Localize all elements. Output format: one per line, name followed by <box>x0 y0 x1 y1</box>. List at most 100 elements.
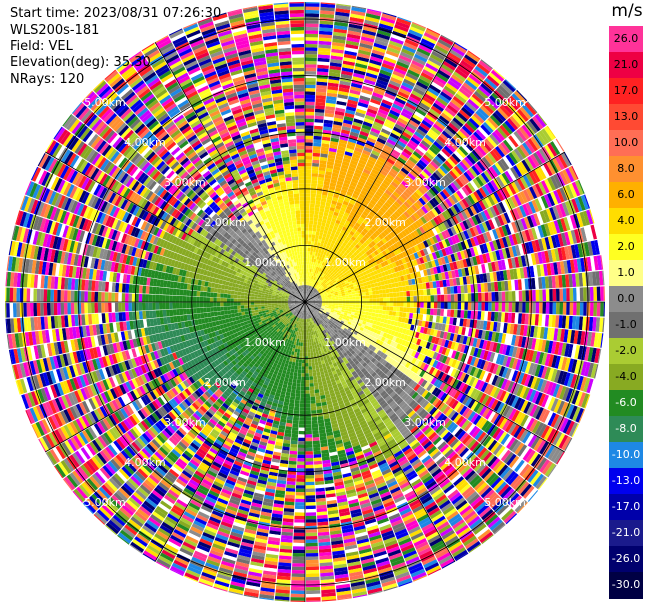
velocity-gate <box>367 159 376 166</box>
velocity-gate <box>305 115 315 119</box>
velocity-gate <box>310 286 313 290</box>
velocity-gate <box>306 295 308 299</box>
velocity-gate <box>552 288 557 302</box>
velocity-gate <box>401 48 415 57</box>
velocity-gate <box>320 6 335 12</box>
velocity-gate <box>305 3 320 7</box>
velocity-gate <box>327 157 335 163</box>
velocity-gate <box>399 311 403 318</box>
velocity-gate <box>325 252 330 257</box>
velocity-gate <box>461 302 465 310</box>
velocity-gate <box>309 278 312 283</box>
velocity-gate <box>348 308 352 312</box>
velocity-gate <box>315 259 319 264</box>
velocity-gate <box>307 275 310 279</box>
velocity-gate <box>318 235 323 240</box>
velocity-gate <box>433 302 438 309</box>
velocity-gate <box>360 36 375 43</box>
velocity-gate <box>324 174 332 179</box>
velocity-gate <box>312 152 321 157</box>
velocity-gate <box>313 139 322 144</box>
velocity-gate <box>362 121 373 128</box>
velocity-gate <box>372 309 376 313</box>
velocity-gate <box>324 177 331 183</box>
velocity-gate <box>343 119 353 125</box>
velocity-gate <box>386 302 390 307</box>
velocity-gate <box>311 268 314 273</box>
velocity-gate <box>593 302 598 317</box>
velocity-gate <box>332 41 345 47</box>
velocity-gate <box>315 281 318 285</box>
velocity-gate <box>338 232 344 238</box>
velocity-gate <box>321 143 330 148</box>
velocity-gate <box>314 262 318 267</box>
velocity-gate <box>430 288 434 295</box>
velocity-gate <box>309 271 312 276</box>
velocity-gate <box>362 292 366 296</box>
velocity-gate <box>437 38 452 49</box>
velocity-gate <box>330 221 336 226</box>
velocity-gate <box>319 232 324 237</box>
velocity-gate <box>337 94 348 100</box>
velocity-gate <box>307 271 310 276</box>
velocity-gate <box>312 227 317 232</box>
velocity-gate <box>331 218 337 223</box>
velocity-gate <box>401 81 414 90</box>
velocity-gate <box>352 299 356 302</box>
velocity-gate <box>426 308 431 315</box>
velocity-gate <box>315 266 319 271</box>
velocity-gate <box>325 102 336 108</box>
velocity-gate <box>339 221 345 227</box>
velocity-gate <box>365 162 374 169</box>
velocity-gate <box>331 175 338 181</box>
velocity-gate <box>308 278 310 283</box>
velocity-gate <box>345 40 360 46</box>
velocity-gate <box>589 286 594 301</box>
velocity-gate <box>338 87 350 93</box>
velocity-gate <box>398 286 403 292</box>
velocity-gate <box>305 57 317 62</box>
velocity-gate <box>321 222 326 227</box>
velocity-gate <box>333 211 339 217</box>
velocity-gate <box>355 296 360 300</box>
velocity-gate <box>410 23 426 32</box>
velocity-gate <box>535 302 540 314</box>
velocity-gate <box>305 145 313 150</box>
velocity-gate <box>393 67 407 76</box>
velocity-gate <box>313 272 316 277</box>
velocity-gate <box>397 16 412 23</box>
velocity-gate <box>359 299 363 302</box>
velocity-gate <box>336 216 342 222</box>
velocity-gate <box>360 174 368 181</box>
velocity-gate <box>440 34 454 43</box>
velocity-gate <box>307 278 309 282</box>
velocity-gate <box>330 179 338 184</box>
velocity-gate <box>305 139 313 143</box>
velocity-gate <box>406 307 411 313</box>
velocity-gate <box>323 123 333 128</box>
velocity-gate <box>323 184 330 189</box>
velocity-gate <box>388 310 393 316</box>
velocity-gate <box>318 37 332 42</box>
velocity-gate <box>314 112 325 117</box>
velocity-gate <box>348 297 353 300</box>
velocity-gate <box>398 54 412 63</box>
velocity-gate <box>356 165 364 172</box>
velocity-gate <box>317 64 329 69</box>
velocity-gate <box>430 308 434 315</box>
velocity-gate <box>397 57 411 66</box>
velocity-gate <box>522 302 526 313</box>
velocity-gate <box>326 92 338 98</box>
velocity-gate <box>380 102 392 110</box>
velocity-gate <box>443 309 448 317</box>
velocity-gate <box>312 162 319 167</box>
velocity-gate <box>379 131 390 139</box>
velocity-gate <box>381 314 386 319</box>
velocity-gate <box>347 187 355 194</box>
velocity-gate <box>403 42 418 51</box>
velocity-gate <box>328 257 333 262</box>
velocity-gate <box>334 233 339 239</box>
velocity-gate <box>355 293 359 297</box>
velocity-gate <box>329 62 342 68</box>
velocity-gate <box>305 189 311 194</box>
